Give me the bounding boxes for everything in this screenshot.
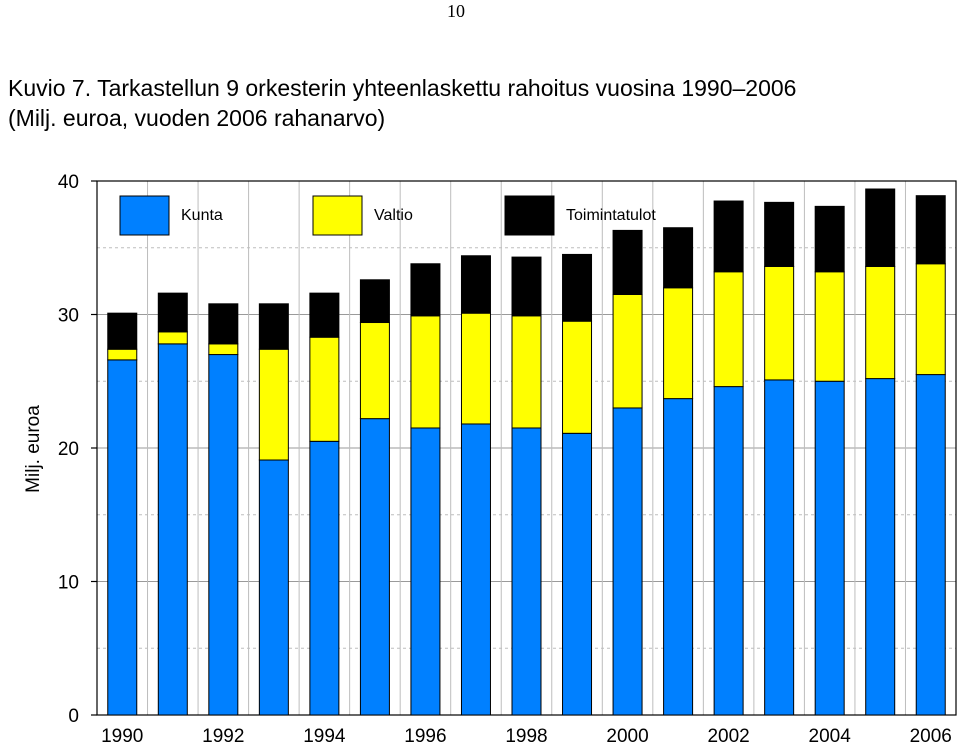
legend-label-valtio: Valtio	[374, 207, 413, 224]
bar-toimintatulot-1998	[511, 256, 542, 317]
legend-label-kunta: Kunta	[181, 207, 223, 224]
bar-toimintatulot-1993	[258, 303, 289, 350]
bar-kunta-2006	[915, 374, 946, 716]
x-tick-label: 1990	[101, 726, 143, 743]
figure-title: Kuvio 7. Tarkastellun 9 orkesterin yhtee…	[8, 73, 796, 133]
bar-kunta-1995	[359, 418, 390, 716]
y-tick-label: 30	[58, 306, 79, 327]
y-tick-label: 10	[58, 573, 79, 594]
bar-kunta-1993	[258, 459, 289, 716]
bar-kunta-1996	[410, 427, 441, 716]
y-tick-label: 0	[68, 706, 79, 727]
bar-kunta-2005	[865, 378, 896, 716]
bar-valtio-2001	[663, 287, 694, 400]
bar-toimintatulot-1996	[410, 263, 441, 317]
bar-toimintatulot-1992	[208, 303, 239, 345]
bar-toimintatulot-1999	[562, 253, 593, 322]
bar-kunta-1999	[562, 432, 593, 716]
bar-toimintatulot-2000	[612, 229, 643, 295]
bar-valtio-2002	[713, 271, 744, 388]
legend-swatch-valtio	[312, 195, 363, 236]
page-number: 10	[447, 1, 465, 21]
bar-toimintatulot-1991	[157, 292, 188, 333]
legend-label-toimintatulot: Toimintatulot	[566, 207, 656, 224]
figure-title-line-1: Kuvio 7. Tarkastellun 9 orkesterin yhtee…	[8, 75, 797, 101]
bar-kunta-2004	[814, 380, 845, 716]
bar-kunta-1990	[107, 359, 138, 716]
bar-valtio-1994	[309, 336, 340, 442]
x-tick-label: 2000	[606, 726, 648, 743]
x-tick-label: 1996	[404, 726, 446, 743]
bar-valtio-1993	[258, 348, 289, 461]
bar-valtio-1991	[157, 331, 188, 345]
bar-toimintatulot-1990	[107, 312, 138, 350]
bar-valtio-1995	[359, 322, 390, 420]
bar-valtio-2004	[814, 271, 845, 382]
bar-valtio-1999	[562, 320, 593, 434]
bar-kunta-1991	[157, 343, 188, 716]
x-tick-label: 1994	[303, 726, 346, 743]
bar-valtio-2000	[612, 293, 643, 409]
x-tick-label: 1992	[202, 726, 244, 743]
legend-swatch-kunta	[119, 195, 170, 236]
bar-valtio-2003	[764, 265, 795, 381]
figure-title-line-2: (Milj. euroa, vuoden 2006 rahanarvo)	[8, 105, 386, 131]
y-axis-title: Milj. euroa	[23, 405, 44, 493]
bar-valtio-2006	[915, 263, 946, 376]
x-tick-label: 1998	[505, 726, 547, 743]
bar-kunta-2002	[713, 386, 744, 716]
bar-valtio-1992	[208, 343, 239, 356]
x-tick-label: 2006	[910, 726, 952, 743]
x-tick-label: 2004	[809, 726, 852, 743]
bar-valtio-1996	[410, 315, 441, 429]
bar-toimintatulot-2002	[713, 200, 744, 273]
bar-toimintatulot-1997	[460, 255, 491, 314]
bar-kunta-2001	[663, 398, 694, 716]
bar-valtio-1990	[107, 348, 138, 361]
bar-toimintatulot-2004	[814, 205, 845, 273]
bar-valtio-1997	[460, 312, 491, 425]
bar-valtio-2005	[865, 265, 896, 380]
bar-toimintatulot-2003	[764, 201, 795, 267]
bar-toimintatulot-2006	[915, 195, 946, 265]
bar-toimintatulot-2005	[865, 188, 896, 267]
bar-toimintatulot-2001	[663, 227, 694, 289]
y-tick-label: 20	[58, 439, 79, 460]
bar-kunta-1997	[460, 423, 491, 716]
bar-toimintatulot-1995	[359, 279, 390, 324]
bar-kunta-2003	[764, 379, 795, 716]
bar-kunta-1992	[208, 354, 239, 716]
bar-toimintatulot-1994	[309, 292, 340, 338]
bar-kunta-2000	[612, 407, 643, 716]
bar-kunta-1998	[511, 427, 542, 716]
legend-swatch-toimintatulot	[504, 195, 555, 236]
bar-valtio-1998	[511, 315, 542, 429]
x-tick-label: 2002	[707, 726, 749, 743]
bar-kunta-1994	[309, 440, 340, 716]
y-tick-label: 40	[58, 172, 79, 193]
